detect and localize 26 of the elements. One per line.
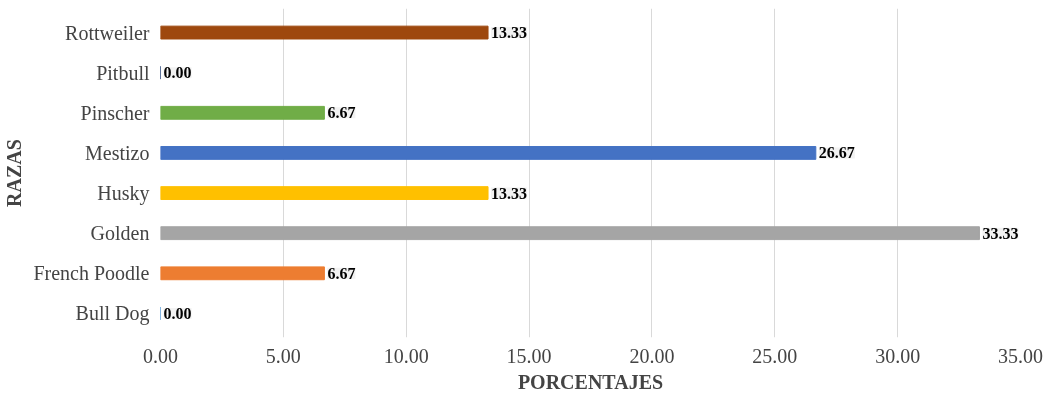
- x-tick-label: 5.00: [265, 344, 301, 367]
- y-tick-label: Bull Dog: [75, 302, 150, 326]
- x-tick-label: 25.00: [752, 344, 798, 367]
- x-tick-label: 10.00: [383, 344, 429, 367]
- data-label: 0.00: [163, 64, 192, 82]
- data-label: 26.67: [818, 144, 855, 162]
- y-tick-label: Husky: [97, 182, 150, 206]
- x-tick-label: 35.00: [998, 344, 1043, 367]
- data-label: 13.33: [491, 184, 528, 202]
- data-label: 6.67: [327, 264, 356, 282]
- y-axis-title: RAZAS: [3, 139, 26, 207]
- data-label: 0.00: [163, 304, 192, 322]
- y-tick-label: Rottweiler: [65, 21, 150, 44]
- x-tick-label: 15.00: [506, 344, 552, 367]
- x-tick-label: 30.00: [875, 344, 921, 367]
- x-tick-label: 20.00: [629, 344, 675, 367]
- x-tick-label: 0.00: [143, 344, 178, 367]
- y-tick-label: Mestizo: [85, 141, 150, 164]
- y-tick-label: Pitbull: [96, 61, 150, 84]
- y-tick-label: French Poodle: [33, 262, 150, 285]
- data-label: 13.33: [491, 24, 528, 42]
- y-tick-label: Golden: [90, 222, 150, 245]
- data-label: 33.33: [982, 224, 1019, 242]
- y-tick-label: Pinscher: [80, 101, 150, 124]
- data-label: 6.67: [327, 104, 356, 122]
- x-axis-title: PORCENTAJES: [517, 370, 664, 393]
